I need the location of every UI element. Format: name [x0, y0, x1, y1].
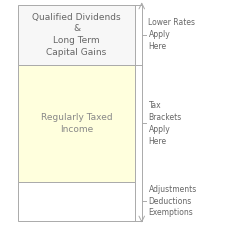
- Text: Lower Rates
Apply
Here: Lower Rates Apply Here: [148, 18, 196, 51]
- Text: Adjustments
Deductions
Exemptions: Adjustments Deductions Exemptions: [148, 185, 197, 217]
- Bar: [18, 4, 135, 65]
- Text: Regularly Taxed
Income: Regularly Taxed Income: [41, 113, 112, 134]
- Text: Qualified Dividends
&
Long Term
Capital Gains: Qualified Dividends & Long Term Capital …: [32, 13, 121, 57]
- Bar: [18, 65, 135, 182]
- Bar: [18, 182, 135, 220]
- Text: Tax
Brackets
Apply
Here: Tax Brackets Apply Here: [148, 101, 182, 146]
